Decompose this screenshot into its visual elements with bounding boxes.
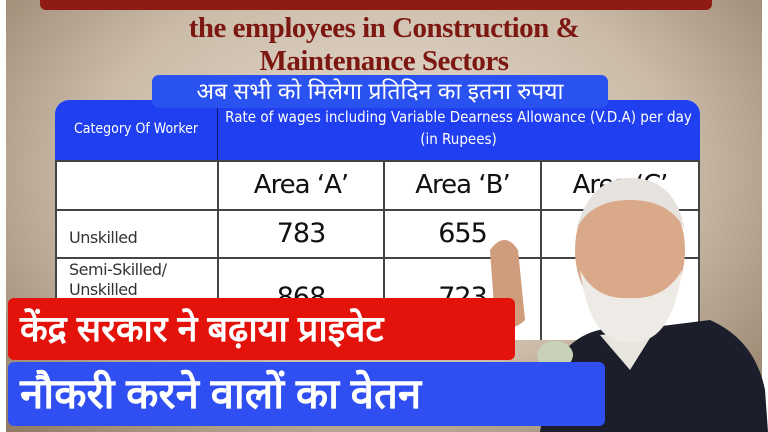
- row-value: 783: [276, 218, 327, 249]
- header-rate: Rate of wages including Variable Dearnes…: [225, 108, 692, 148]
- grid-line: [698, 160, 700, 340]
- hindi-subtitle: अब सभी को मिलेगा प्रतिदिन का इतना रुपया: [152, 75, 608, 108]
- headline-line-1: the employees in Construction &: [188, 12, 580, 44]
- red-headline-banner: केंद्र सरकार ने बढ़ाया प्राइवेट: [8, 298, 515, 360]
- headline-line-2: Maintenance Sectors: [259, 45, 509, 77]
- blue-headline-banner: नौकरी करने वालों का वेतन: [8, 362, 605, 426]
- area-a-header: Area ‘A’: [253, 170, 349, 200]
- grid-line: [217, 160, 219, 340]
- grid-line: [383, 160, 385, 340]
- top-red-bar: [40, 0, 712, 10]
- table-header: Category Of Worker Rate of wages includi…: [55, 100, 700, 160]
- beard: [580, 270, 682, 343]
- row-value: 655: [438, 218, 488, 249]
- row-category: Semi-Skilled/ Unskilled: [69, 260, 167, 299]
- row-category: Unskilled: [69, 228, 138, 247]
- grid-line: [55, 257, 700, 259]
- grid-line: [540, 160, 542, 340]
- header-category: Category Of Worker: [73, 121, 199, 137]
- face: [575, 178, 685, 322]
- grid-line: [55, 209, 700, 211]
- grid-line: [55, 160, 700, 162]
- hair: [576, 178, 685, 230]
- header-divider: [217, 108, 218, 160]
- person-photo: [490, 178, 768, 432]
- grid-line: [55, 160, 57, 340]
- area-b-header: Area ‘B’: [415, 170, 510, 200]
